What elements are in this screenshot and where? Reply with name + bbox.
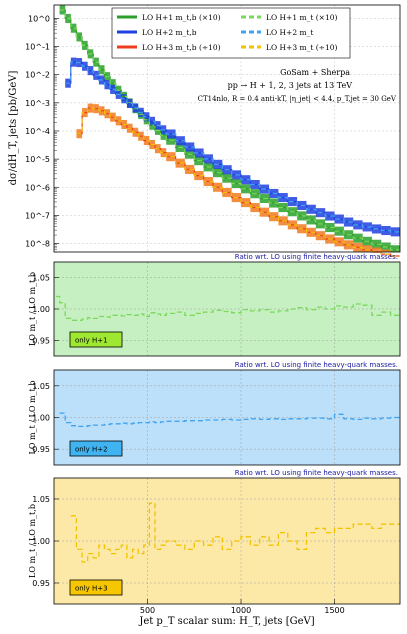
ratio-ylabel: LO m_t / LO m_t,b	[28, 381, 37, 455]
ratio-panel-h2: 0.95 1.00 1.05 Ratio wrt. LO using finite h…	[28, 361, 401, 466]
panel-badge	[69, 331, 123, 348]
y-tick-label: 10^-5	[25, 155, 50, 164]
band-segment	[381, 249, 391, 252]
ratio-frame	[53, 477, 401, 605]
legend: LO H+1 m_t,b (×10) LO H+2 m_t,b LO H+3 m_t…	[111, 7, 351, 59]
legend-label: LO H+2 m_t	[266, 28, 313, 37]
main-yticks: 10^0 10^-1 10^-2 10^-3 10^-4 10^-5 10^-6 10^-7 1…	[25, 14, 59, 253]
annotation-generator: GoSam + Sherpa	[280, 68, 350, 77]
ratio-title: Ratio wrt. LO using finite heavy-quark m…	[235, 253, 398, 261]
ratio-line	[59, 412, 400, 428]
series-dashed-line	[65, 61, 400, 233]
y-tick-label: 1.00	[32, 305, 50, 314]
panel-badge	[69, 440, 123, 457]
legend-box	[111, 7, 351, 59]
series-dashed-line	[59, 9, 400, 251]
annotation-process: pp → H + 1, 2, 3 jets at 13 TeV	[228, 81, 353, 90]
panel-badge-label: only H+2	[75, 446, 108, 454]
panel-badge-label: only H+3	[75, 585, 108, 593]
band-segment	[371, 247, 382, 252]
ratio-frame	[53, 369, 401, 466]
x-tick-labels: 500 1000 1500	[140, 599, 345, 615]
y-tick-label: 10^-6	[25, 183, 50, 192]
band-segment	[390, 245, 400, 252]
x-axis-label: Jet p_T scalar sum: H_T, jets [GeV]	[138, 616, 314, 627]
ratio-frame	[53, 261, 401, 357]
ratio-title: Ratio wrt. LO using finite heavy-quark m…	[235, 469, 398, 477]
band-segment	[362, 245, 372, 252]
y-tick-label: 10^-7	[25, 211, 50, 220]
y-tick-label: 10^-4	[25, 127, 50, 136]
y-tick-label: 0.95	[32, 445, 50, 454]
main-panel: 10^0 10^-1 10^-2 10^-3 10^-4 10^-5 10^-6 10^-7 1…	[8, 4, 401, 257]
legend-label: LO H+1 m_t (×10)	[266, 13, 338, 22]
panel-badge-label: only H+1	[75, 337, 108, 345]
legend-label: LO H+2 m_t,b	[142, 28, 197, 37]
y-tick-label: 0.95	[32, 336, 50, 345]
y-tick-label: 1.00	[32, 537, 50, 546]
main-ylabel: dσ/dH_T, jets [pb/GeV]	[8, 71, 19, 186]
y-tick-label: 10^0	[28, 14, 50, 23]
ratio-line	[70, 502, 400, 563]
ratio-ylabel: LO m_t / LO m_t,b	[28, 504, 37, 578]
x-tick-label: 1500	[324, 606, 344, 615]
ratio-panel-h3: 0.95 1.00 1.05 Ratio wrt. LO using finite h…	[28, 469, 401, 605]
panel-badge	[69, 579, 123, 596]
x-tick-label: 1000	[231, 606, 251, 615]
y-tick-label: 10^-8	[25, 240, 50, 249]
legend-label: LO H+3 m_t,b (÷10)	[142, 43, 221, 52]
y-tick-label: 10^-3	[25, 99, 50, 108]
y-tick-label: 1.05	[32, 382, 50, 391]
ratio-ylabel: LO m_t / LO m_t,b	[28, 272, 37, 346]
ratio-panel-h1: 0.95 1.00 1.05 Ratio wrt. LO using finite h…	[28, 253, 401, 357]
legend-label: LO H+3 m_t (÷10)	[266, 43, 338, 52]
y-tick-label: 10^-1	[25, 43, 50, 52]
annotation-settings: CT14nlo, R = 0.4 anti-kT, |η_jet| < 4.4,…	[198, 95, 397, 103]
series-dashed-line	[76, 107, 400, 257]
y-tick-label: 1.05	[32, 274, 50, 283]
main-lines	[59, 9, 400, 257]
y-tick-label: 1.00	[32, 414, 50, 423]
main-frame	[53, 4, 401, 253]
y-tick-label: 10^-2	[25, 71, 50, 80]
x-tick-label: 500	[140, 606, 155, 615]
y-tick-label: 0.95	[32, 579, 50, 588]
y-tick-label: 1.05	[32, 495, 50, 504]
ratio-title: Ratio wrt. LO using finite heavy-quark m…	[235, 361, 398, 369]
legend-label: LO H+1 m_t,b (×10)	[142, 13, 221, 22]
